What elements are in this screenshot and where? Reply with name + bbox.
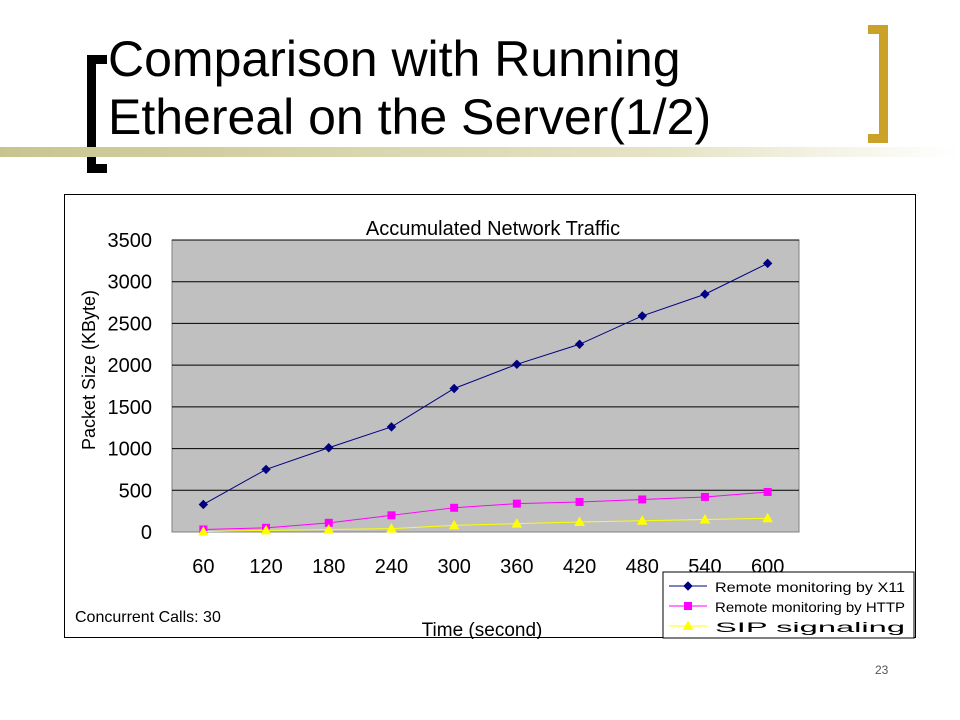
legend-marker (682, 620, 694, 630)
data-point-series-3 (386, 523, 397, 533)
chart-legend: Remote monitoring by X11 Remote monitorin… (662, 571, 915, 639)
plot-layer: 0 500 1000 1500 2000 2500 3000 3500 60 120 180 240 3… (108, 230, 800, 578)
slide-title: Comparison with Running Ethereal on the … (108, 30, 868, 146)
data-point-series-3 (574, 516, 585, 526)
x-tick-label: 420 (563, 556, 596, 578)
data-point-series-2 (512, 499, 521, 508)
series-line-2 (203, 491, 768, 530)
y-tick-label: 1500 (108, 397, 153, 419)
y-tick-label: 3000 (108, 272, 153, 294)
y-tick-label: 1000 (108, 439, 153, 461)
data-point-series-1 (324, 443, 334, 453)
legend-label: SIP signaling (715, 619, 905, 635)
data-point-series-1 (198, 499, 209, 510)
data-point-series-1 (386, 422, 397, 432)
data-point-series-1 (261, 464, 271, 475)
x-tick-label: 480 (626, 556, 659, 578)
x-tick-label: 360 (500, 556, 533, 578)
legend-marker (683, 581, 693, 591)
legend-marker (684, 602, 692, 610)
chart-annotation: Concurrent Calls: 30 (75, 609, 221, 626)
x-tick-label: 180 (312, 556, 345, 578)
x-tick-label: 300 (437, 556, 470, 578)
y-tick-label: 0 (141, 522, 152, 544)
data-point-series-2 (700, 492, 709, 501)
data-point-series-3 (636, 515, 648, 525)
slide-title-line-1: Comparison with Running (108, 31, 681, 87)
title-underline (0, 147, 960, 157)
plot-area (171, 239, 800, 533)
data-point-series-2 (638, 495, 647, 504)
y-tick-label: 3500 (108, 230, 153, 252)
series-line-3 (203, 517, 768, 533)
slide-title-line-2: Ethereal on the Server(1/2) (108, 89, 712, 145)
data-point-series-3 (260, 524, 272, 535)
data-point-series-2 (387, 511, 396, 520)
x-tick-label: 120 (249, 556, 282, 578)
data-point-series-1 (574, 339, 585, 349)
data-point-series-2 (575, 497, 584, 506)
chart-svg: Accumulated Network Traffic Packet Size … (75, 218, 915, 639)
legend-label: Remote monitoring by HTTP (715, 599, 905, 615)
data-point-series-1 (700, 289, 710, 299)
data-point-series-3 (511, 518, 523, 528)
chart-title: Accumulated Network Traffic (366, 218, 620, 240)
data-point-series-1 (762, 258, 773, 269)
data-point-series-1 (512, 359, 522, 370)
chart-xlabel: Time (second) (422, 620, 543, 639)
title-bracket-left (87, 55, 107, 173)
legend-box (662, 571, 915, 639)
data-point-series-3 (699, 513, 711, 524)
chart-ylabel: Packet Size (KByte) (79, 290, 99, 450)
x-tick-label: 60 (192, 556, 214, 578)
data-point-series-1 (449, 383, 459, 394)
y-tick-label: 2500 (108, 313, 153, 335)
data-point-series-1 (637, 311, 647, 321)
data-point-series-3 (762, 512, 774, 523)
data-point-series-3 (197, 526, 209, 536)
legend-label: Remote monitoring by X11 (715, 579, 905, 595)
page-number: 23 (875, 663, 889, 677)
data-point-series-2 (763, 487, 772, 496)
y-tick-label: 500 (119, 480, 152, 502)
series-line-1 (203, 262, 768, 505)
title-bracket-right (868, 25, 888, 143)
chart-frame: Accumulated Network Traffic Packet Size … (64, 194, 916, 639)
x-tick-label: 240 (375, 556, 408, 578)
data-point-series-3 (448, 519, 460, 530)
y-tick-label: 2000 (108, 355, 153, 377)
data-point-series-3 (323, 523, 335, 534)
data-point-series-2 (450, 503, 459, 512)
